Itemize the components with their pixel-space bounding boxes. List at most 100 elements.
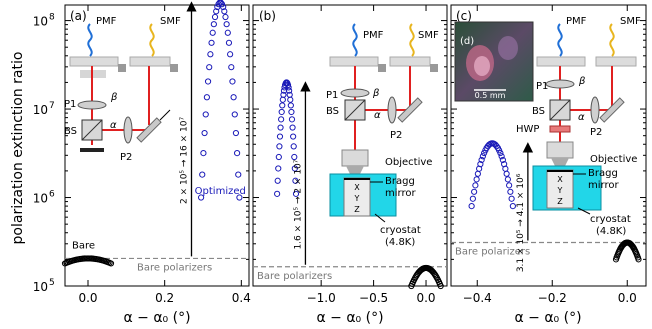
- data-point: [279, 102, 286, 109]
- data-point: [437, 282, 444, 290]
- p2-label-b: P2: [390, 130, 402, 141]
- bare-polarizers-label: Bare polarizers: [257, 271, 332, 282]
- x-axis-label-c: α − α₀ (°): [514, 310, 581, 326]
- stage-z-c: Z: [557, 197, 563, 206]
- setup-schematic-c: (d) 0.5 mm PMF SMF P1 β BS α P2 HWP Obje…: [454, 16, 641, 237]
- data-point: [478, 156, 485, 164]
- y-tick-exponent: 5: [49, 278, 55, 288]
- beta-label-b: β: [372, 88, 380, 99]
- data-point: [498, 153, 505, 160]
- p1-label-c: P1: [536, 81, 548, 92]
- x-tick-label: 0.0: [78, 291, 97, 305]
- data-point: [287, 102, 294, 109]
- p2-label-a: P2: [120, 152, 132, 163]
- beta-label-c: β: [578, 76, 586, 87]
- data-point: [225, 39, 233, 46]
- mirror-label-c: mirror: [588, 180, 619, 191]
- data-point: [508, 195, 515, 202]
- cryostat-label-b: cryostat: [380, 225, 421, 236]
- x-tick-label: 0.0: [618, 291, 637, 305]
- collimator-left-a: [69, 56, 119, 67]
- y-tick-label: 10: [33, 280, 48, 294]
- data-point: [229, 78, 236, 85]
- data-point: [278, 116, 285, 123]
- data-point: [210, 21, 217, 28]
- data-point: [291, 165, 298, 172]
- data-point: [206, 64, 213, 71]
- objective-label-c: Objective: [590, 154, 637, 165]
- collimator-left-b: [329, 56, 379, 67]
- data-point: [223, 21, 230, 28]
- data-point: [199, 171, 206, 178]
- data-point: [230, 94, 237, 101]
- cryostat-label-c: cryostat: [590, 214, 631, 225]
- data-point: [286, 87, 293, 94]
- data-point: [203, 94, 210, 101]
- y-axis-label: polarization extinction ratio: [10, 52, 26, 245]
- data-point: [278, 108, 285, 116]
- data-point: [292, 177, 299, 184]
- y-tick-label: 10: [33, 103, 48, 117]
- bragg-label-b: Bragg: [385, 176, 415, 187]
- stage-y-c: Y: [557, 186, 563, 195]
- x-axis-label-b: α − α₀ (°): [316, 310, 383, 326]
- collimator-right-a: [129, 56, 171, 67]
- data-point: [290, 133, 297, 140]
- series-optimized: [197, 0, 243, 201]
- data-point: [474, 170, 481, 177]
- panel-b-chart: −1.0 −0.5 0.0 Bare polarizers 1.6 × 10⁵ → 2 …: [253, 5, 447, 305]
- data-point: [284, 81, 292, 89]
- mirror-label-b: mirror: [385, 188, 416, 199]
- data-point: [209, 29, 216, 36]
- data-point: [287, 96, 294, 103]
- data-point: [479, 153, 486, 160]
- bare-polarizers-label: Bare polarizers: [455, 247, 530, 258]
- data-point: [200, 150, 207, 157]
- series-bare: [61, 255, 115, 267]
- alpha-label-c: α: [578, 112, 585, 123]
- y-tick-exponent: 7: [49, 101, 55, 111]
- smf-fiber-b: [409, 23, 415, 57]
- data-point: [208, 39, 215, 46]
- scale-bar-label: 0.5 mm: [475, 91, 506, 100]
- data-point: [274, 190, 281, 197]
- improvement-arrow-label: 1.6 × 10⁵ → 2 × 10⁷: [293, 159, 303, 249]
- data-point: [218, 1, 226, 8]
- data-point: [222, 13, 229, 21]
- smf-label-a: SMF: [160, 16, 181, 27]
- panel-a-chart: 0.0 0.2 0.4 Bare polarizers 2 × 10⁵ → 16 × 1…: [61, 0, 251, 305]
- y-tick-label: 10: [33, 192, 48, 206]
- x-tick-label: 0.2: [155, 291, 174, 305]
- panel-b-letter: (b): [259, 9, 276, 23]
- alpha-label-b: α: [374, 110, 381, 121]
- data-point: [497, 149, 504, 157]
- series-with-cryostat: [274, 79, 300, 197]
- pmf-label-a: PMF: [96, 16, 117, 27]
- bs-label-c: BS: [532, 106, 545, 117]
- collimator-right-b: [389, 56, 431, 67]
- data-point: [197, 194, 205, 201]
- smf-label-c: SMF: [620, 16, 641, 27]
- setup-schematic-a: PMF SMF P1 β BS α P2: [64, 16, 181, 163]
- data-point: [275, 165, 282, 172]
- data-point: [635, 256, 642, 263]
- data-point: [292, 190, 300, 197]
- collimator-right-c: [595, 56, 637, 67]
- pmf-fiber-b: [352, 23, 358, 57]
- panel-c-frame: [450, 4, 647, 287]
- cryostat-temp-b: (4.8K): [385, 237, 415, 248]
- data-point: [289, 124, 296, 131]
- p2-label-c: P2: [590, 127, 602, 138]
- stage-x-b: X: [354, 183, 360, 192]
- data-point: [291, 153, 298, 161]
- y-ticks: [65, 20, 646, 287]
- data-point: [290, 143, 297, 150]
- p1-label-b: P1: [326, 90, 338, 101]
- data-point: [213, 8, 220, 15]
- data-point: [231, 111, 238, 118]
- objective-label-b: Objective: [385, 157, 432, 168]
- polarizer-p2-c: [590, 96, 600, 124]
- panel-a-letter: (a): [70, 9, 87, 23]
